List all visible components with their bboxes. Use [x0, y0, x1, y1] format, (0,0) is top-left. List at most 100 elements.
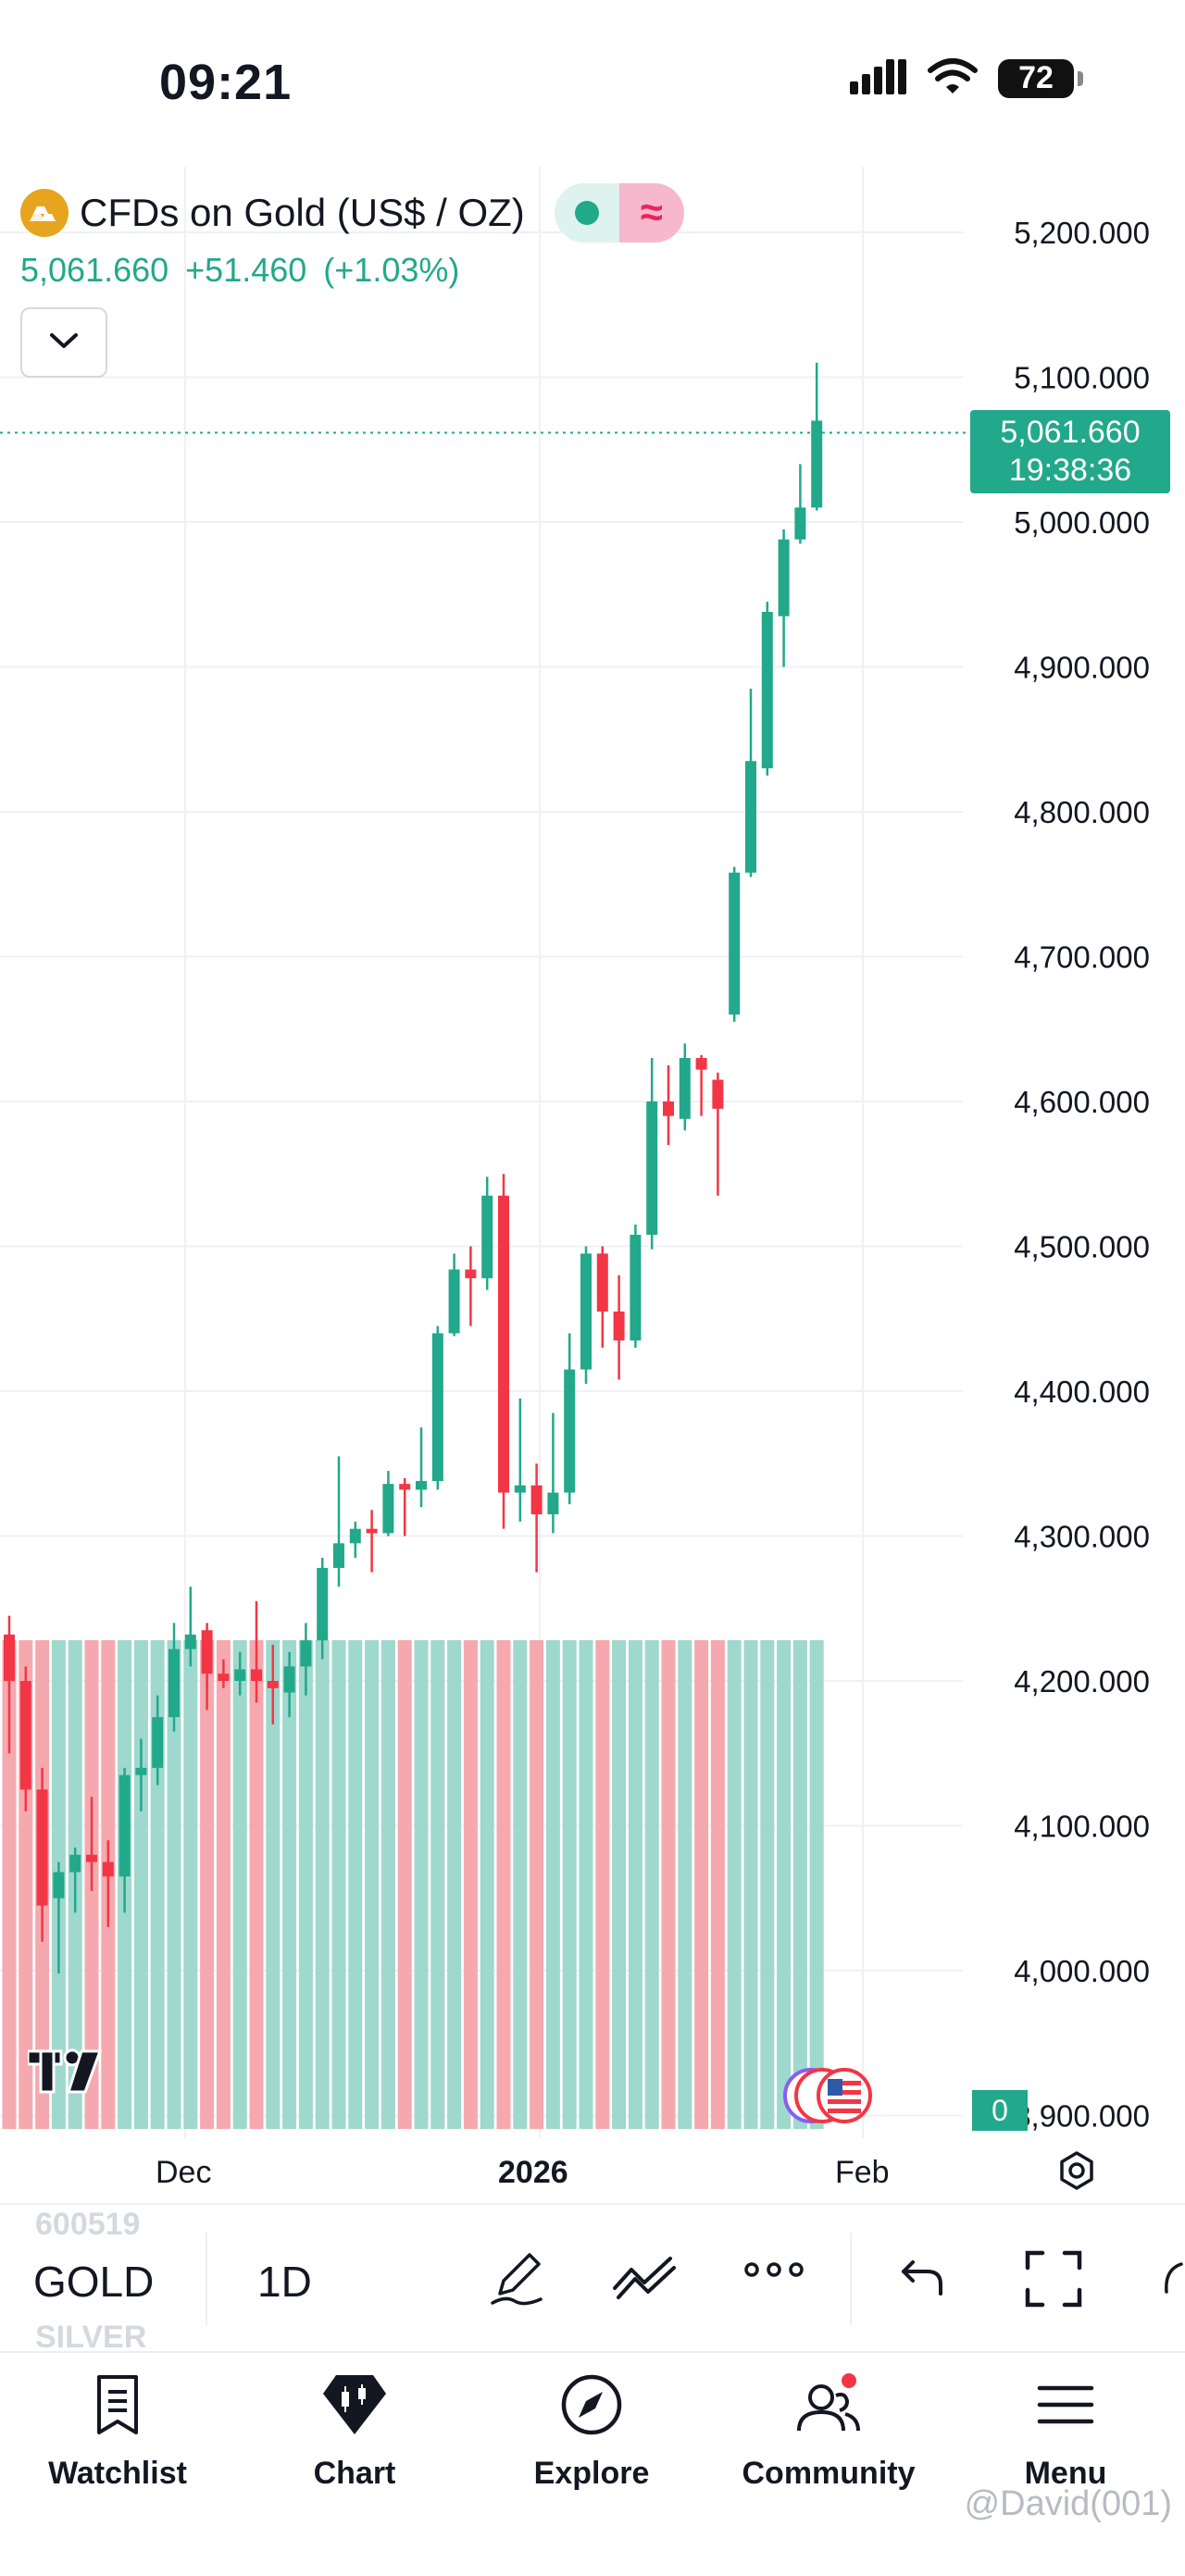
volume-bar	[463, 1640, 478, 2129]
time-axis[interactable]: Dec 2026 Feb	[0, 2147, 1185, 2199]
candle-body	[663, 1101, 674, 1116]
candle-body	[168, 1649, 180, 1718]
volume-bar	[397, 1640, 412, 2129]
candle-body	[778, 539, 790, 616]
candle-body	[4, 1634, 15, 1681]
volume-bar	[777, 1640, 792, 2129]
candle-body	[712, 1079, 724, 1109]
volume-bar	[282, 1640, 297, 2129]
volume-bar	[595, 1640, 610, 2129]
volume-bar	[562, 1640, 577, 2129]
candle-body	[547, 1492, 559, 1515]
volume-bar	[133, 1640, 148, 2129]
candle-body	[152, 1717, 164, 1768]
volume-bar	[530, 1640, 544, 2129]
candle-body	[283, 1666, 295, 1693]
tab-watchlist[interactable]: Watchlist	[25, 2371, 210, 2492]
candle-body	[118, 1774, 131, 1877]
candle-body	[646, 1101, 658, 1235]
clock: 09:21	[159, 55, 293, 110]
volume-bar	[315, 1640, 330, 2129]
volume-bar	[430, 1640, 445, 2129]
volume-bar	[612, 1640, 627, 2129]
price-chart[interactable]: 5,200.000 5,100.000 5,000.000 4,900.000 4,80…	[0, 167, 1185, 2147]
menu-icon	[1034, 2371, 1097, 2443]
candle-body	[530, 1485, 543, 1515]
price-axis-label: 4,800.000	[1014, 795, 1150, 829]
volume-bar	[678, 1640, 692, 2129]
candle-body	[333, 1543, 344, 1568]
price-change-percent: (+1.03%)	[323, 251, 460, 289]
time-label-2026: 2026	[498, 2155, 568, 2190]
collapse-legend-button[interactable]	[20, 307, 107, 378]
volume-bar	[792, 1640, 807, 2129]
volume-bar	[710, 1640, 725, 2129]
chart-toolbar: 600519 GOLD SILVER 1D	[0, 2203, 1185, 2355]
battery-indicator: 72	[998, 58, 1083, 98]
candle-body	[580, 1253, 592, 1370]
volume-tag: 0	[972, 2090, 1028, 2131]
candle-body	[102, 1861, 114, 1877]
price-axis-label: 4,500.000	[1014, 1230, 1150, 1264]
current-price-value: 5,061.660	[1000, 415, 1141, 451]
tab-community[interactable]: Community	[736, 2371, 921, 2492]
candle-body	[382, 1484, 394, 1534]
candle-body	[794, 507, 806, 540]
compass-icon	[558, 2371, 625, 2443]
trend-lines-icon[interactable]	[611, 2247, 678, 2313]
volume-bar	[447, 1640, 462, 2129]
faded-symbol-above: 600519	[35, 2207, 141, 2242]
volume-bar	[579, 1640, 593, 2129]
volume-bar	[249, 1640, 264, 2129]
interval-button[interactable]: 1D	[257, 2258, 312, 2306]
undo-icon[interactable]	[900, 2257, 946, 2302]
economic-event-icon[interactable]	[774, 2066, 876, 2130]
chart-settings-icon[interactable]	[1054, 2147, 1100, 2198]
volume-bar	[298, 1640, 313, 2129]
price-axis-label: 4,000.000	[1014, 1954, 1150, 1988]
bar-countdown: 19:38:36	[1008, 453, 1132, 488]
drawing-pen-icon[interactable]	[487, 2247, 548, 2313]
tradingview-logo[interactable]	[26, 2047, 117, 2100]
tab-explore[interactable]: Explore	[499, 2371, 684, 2492]
candle-body	[399, 1484, 411, 1490]
candle-body	[481, 1195, 493, 1278]
candle-body	[184, 1634, 196, 1649]
volume-bar	[266, 1640, 281, 2129]
candle-body	[596, 1253, 608, 1312]
volume-bar	[380, 1640, 395, 2129]
price-summary: 5,061.660 +51.460 (+1.03%)	[20, 251, 684, 290]
candle-body	[251, 1669, 262, 1681]
more-options-icon[interactable]	[742, 2260, 805, 2284]
fullscreen-icon[interactable]	[1024, 2249, 1083, 2313]
candle-body	[349, 1528, 361, 1544]
price-axis-label: 4,600.000	[1014, 1085, 1150, 1119]
market-status-pill[interactable]: ≈	[554, 183, 684, 243]
candle-body	[86, 1854, 97, 1862]
volume-bar	[727, 1640, 742, 2129]
scroll-more-icon[interactable]	[1161, 2260, 1185, 2302]
symbol-button[interactable]: GOLD	[33, 2258, 155, 2306]
price-axis-label: 5,100.000	[1014, 361, 1150, 395]
candle-body	[431, 1333, 443, 1482]
symbol-title[interactable]: CFDs on Gold (US$ / OZ)	[80, 191, 525, 234]
bookmark-icon	[90, 2371, 145, 2443]
candle-body	[448, 1269, 460, 1334]
market-open-icon	[554, 183, 619, 243]
tab-menu[interactable]: Menu	[973, 2371, 1158, 2492]
price-axis-label: 4,400.000	[1014, 1375, 1150, 1409]
tab-chart[interactable]: Chart	[262, 2371, 447, 2492]
candle-body	[729, 872, 741, 1015]
candle-body	[416, 1481, 427, 1490]
volume-bar	[628, 1640, 642, 2129]
faded-symbol-below: SILVER	[35, 2320, 147, 2355]
volume-bar	[167, 1640, 181, 2129]
volume-bar	[331, 1640, 346, 2129]
price-axis-label: 3,900.000	[1014, 2099, 1150, 2134]
candle-body	[317, 1567, 329, 1641]
volume-bar	[545, 1640, 560, 2129]
signal-icon	[850, 57, 907, 99]
candle-body	[465, 1269, 477, 1278]
candle-body	[745, 761, 756, 873]
volume-bar	[513, 1640, 528, 2129]
